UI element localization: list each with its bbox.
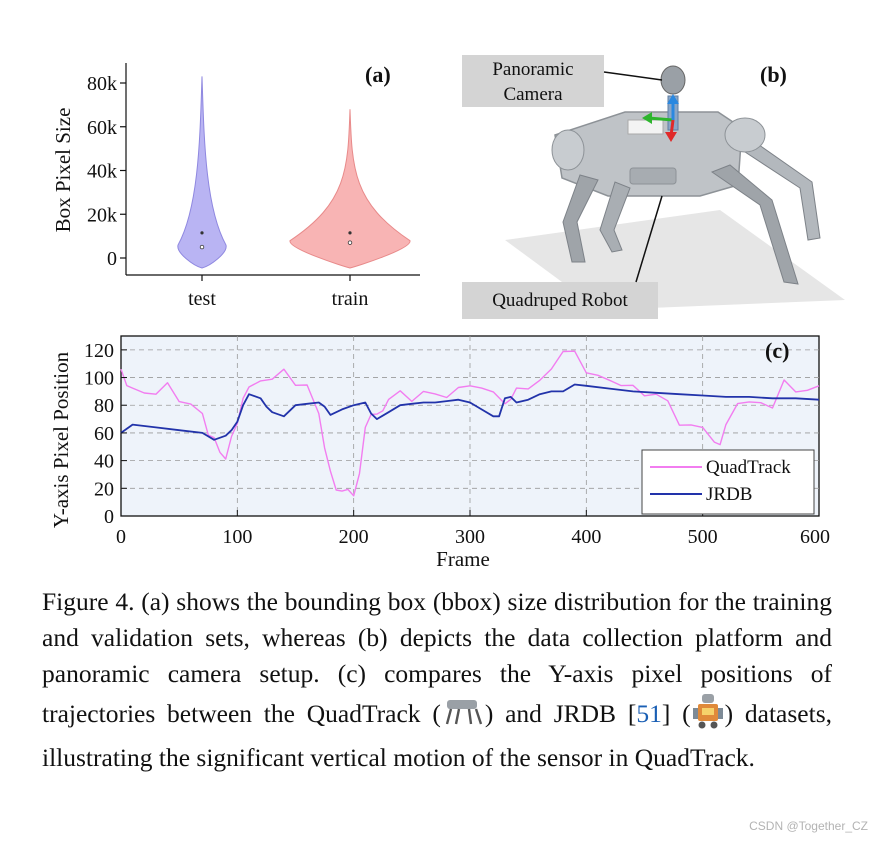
- violin-ytick-label: 20k: [87, 204, 117, 226]
- axis-arrow-head: [642, 112, 652, 124]
- violin-test: [177, 76, 227, 269]
- caption-text-3: ] (: [661, 698, 691, 728]
- figure-caption: Figure 4. (a) shows the bounding box (bb…: [42, 584, 832, 776]
- camera-label-line1: Panoramic: [492, 59, 573, 80]
- violin-train: [289, 109, 411, 269]
- wheeled-robot-icon: [691, 692, 725, 740]
- panoramic-camera-icon: [660, 65, 686, 95]
- line-series-quadtrack: [120, 350, 820, 497]
- caption-text-2: ) and JRDB [: [484, 698, 637, 728]
- legend-box: [641, 449, 815, 515]
- line-series-jrdb: [120, 383, 820, 441]
- panel-b-label: (b): [760, 62, 787, 87]
- line-chart: 0 20 40 60 80 100 120 0 100 200 300 400 500 600 (c) Y…: [49, 335, 830, 571]
- violin-median-test: [199, 244, 205, 250]
- caption-text-4: ) datasets, illustrating the significant…: [42, 698, 832, 772]
- violin-xtick-label: test: [188, 288, 216, 310]
- line-xtick-label: 300: [455, 526, 485, 548]
- chart-legend: QuadTrack JRDB: [641, 449, 815, 515]
- line-xtick-label: 500: [688, 526, 718, 548]
- violin-xtick-label: train: [332, 288, 369, 310]
- violin-mean-train: [348, 231, 352, 235]
- legend-label-quadtrack: QuadTrack: [706, 457, 791, 478]
- robot-sensor-panel: [629, 167, 677, 185]
- robot-hip-joint: [551, 129, 585, 171]
- line-ytick-label: 80: [94, 395, 114, 417]
- watermark: CSDN @Together_CZ: [749, 819, 868, 833]
- violin-ylabel: Box Pixel Size: [51, 108, 75, 233]
- caption-text-1: (a) shows the bounding box (bbox) size d…: [42, 587, 833, 728]
- line-xtick-label: 100: [222, 526, 252, 548]
- violin-ytick-label: 60k: [87, 117, 117, 139]
- line-xtick-label: 200: [339, 526, 369, 548]
- line-xtick-label: 0: [116, 526, 126, 548]
- legend-label-jrdb: JRDB: [706, 484, 752, 505]
- panel-c-label: (c): [765, 338, 789, 363]
- robot-pointer-line: [635, 195, 663, 283]
- line-ytick-label: 120: [84, 340, 114, 362]
- line-ytick-label: 0: [104, 506, 114, 528]
- panel-a-label: (a): [365, 62, 391, 87]
- robot-illustration: Panoramic Camera Quadruped Robot (b): [462, 55, 845, 319]
- line-ytick-label: 100: [84, 368, 114, 390]
- robot-leg: [599, 181, 631, 253]
- quadruped-robot-icon: [441, 694, 485, 738]
- robot-label-box: [462, 282, 658, 319]
- robot-leg: [562, 174, 599, 263]
- line-xlabel: Frame: [436, 547, 490, 571]
- violin-median-train: [347, 240, 353, 245]
- violin-ytick-label: 40k: [87, 161, 117, 183]
- violin-ytick-label: 0: [107, 248, 117, 270]
- camera-label-line2: Camera: [503, 84, 563, 105]
- citation-link[interactable]: 51: [636, 698, 662, 728]
- line-xtick-label: 600: [800, 526, 830, 548]
- line-ytick-label: 60: [94, 423, 114, 445]
- caption-prefix: Figure 4.: [42, 587, 135, 616]
- violin-ytick-label: 80k: [87, 73, 117, 95]
- line-xtick-label: 400: [571, 526, 601, 548]
- camera-pointer-line: [603, 71, 663, 81]
- figure-graphic: (a) Box Pixel Size 0 20k 40k 60k 80k test tra…: [49, 55, 845, 571]
- robot-leg: [710, 164, 799, 285]
- axis-arrow: [647, 116, 674, 122]
- camera-label-box: [462, 55, 604, 107]
- robot-label: Quadruped Robot: [492, 290, 628, 311]
- line-ylabel: Y-axis Pixel Position: [49, 351, 73, 528]
- camera-mount: [627, 119, 664, 135]
- violin-mean-test: [200, 231, 204, 235]
- axis-arrow-head: [667, 94, 679, 104]
- robot-hip-joint: [724, 117, 766, 153]
- violin-plot: (a) Box Pixel Size 0 20k 40k 60k 80k test tra…: [51, 62, 420, 310]
- line-ytick-label: 20: [94, 478, 114, 500]
- line-ytick-label: 40: [94, 451, 114, 473]
- axis-arrow-head: [665, 132, 677, 142]
